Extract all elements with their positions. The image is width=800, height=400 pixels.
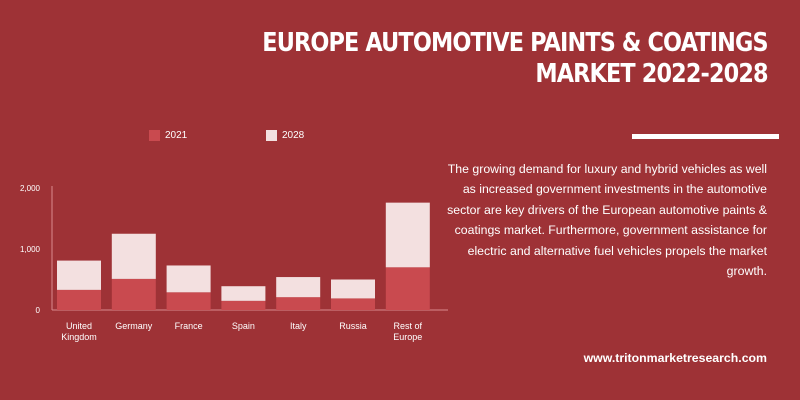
x-tick-label: Germany	[115, 321, 153, 331]
legend-label-2021: 2021	[165, 130, 188, 141]
title-divider	[632, 134, 779, 139]
title-line-2: MARKET 2022-2028	[535, 59, 769, 89]
bar-2021-united-kingdom	[57, 289, 101, 310]
x-tick-label: Italy	[290, 321, 307, 331]
bar-2028-spain	[221, 286, 266, 301]
bar-2028-germany	[111, 233, 156, 279]
bar-2021-germany	[111, 278, 156, 310]
bar-2021-rest-of-europe	[385, 267, 430, 310]
x-tick-label: France	[175, 321, 203, 331]
bar-2028-united-kingdom	[57, 260, 101, 290]
legend-swatch-2028	[266, 130, 277, 141]
legend-label-2028: 2028	[282, 130, 305, 141]
title-line-1: EUROPE AUTOMOTIVE PAINTS & COATINGS	[262, 28, 769, 58]
bar-2021-italy	[276, 297, 321, 310]
legend-item-2028: 2028	[266, 130, 304, 141]
bar-2028-italy	[276, 277, 321, 298]
bar-2021-spain	[221, 300, 266, 310]
x-tick-label: Rest of Europe	[393, 321, 422, 342]
description-text: The growing demand for luxury and hybrid…	[447, 162, 767, 279]
x-tick-label: Russia	[339, 321, 367, 331]
y-tick-label: 2,000	[20, 184, 41, 193]
legend-swatch-2021	[149, 130, 160, 141]
bar-2028-france	[166, 265, 211, 293]
y-tick-label: 0	[36, 306, 41, 315]
bar-2021-france	[166, 292, 211, 310]
x-tick-label: Spain	[232, 321, 255, 331]
bar-2028-rest-of-europe	[385, 202, 430, 268]
bar-chart: 0 1,000 2,000 United Kingdom Germany France Spa…	[20, 184, 448, 342]
legend-item-2021: 2021	[149, 130, 187, 141]
y-tick-label: 1,000	[20, 245, 41, 254]
page-title: EUROPE AUTOMOTIVE PAINTS & COATINGS MARK…	[262, 28, 769, 90]
website-link[interactable]: www.tritonmarketresearch.com	[583, 351, 767, 365]
bar-2028-russia	[331, 279, 375, 299]
bar-2021-russia	[331, 298, 375, 310]
x-tick-label: United Kingdom	[61, 321, 97, 342]
